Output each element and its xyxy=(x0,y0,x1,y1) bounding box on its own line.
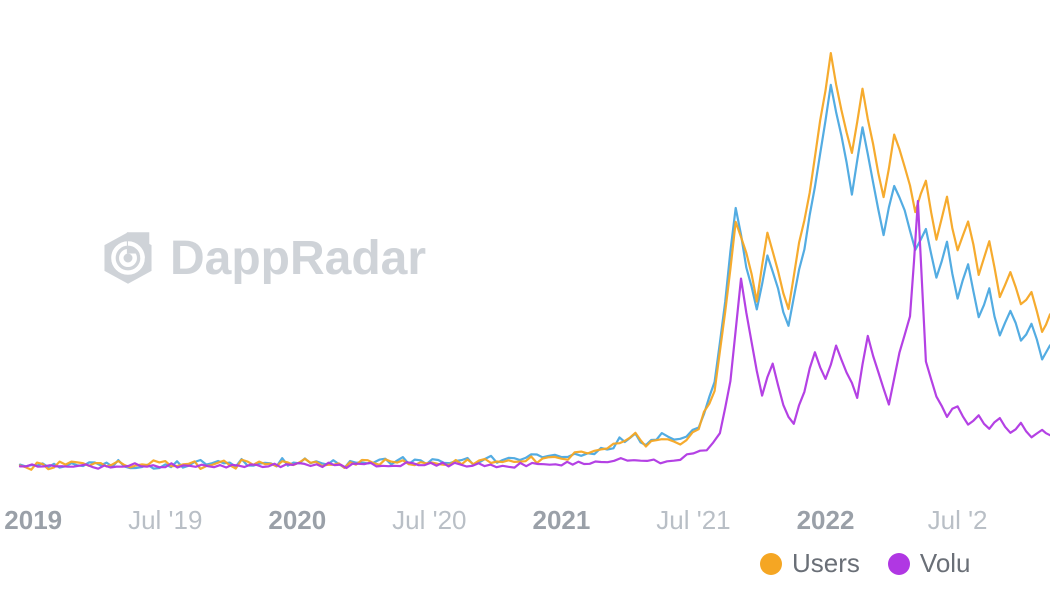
legend-dot-icon xyxy=(888,553,910,575)
legend-item-volume: Volu xyxy=(888,548,971,579)
legend: Users Volu xyxy=(760,548,971,579)
legend-dot-icon xyxy=(760,553,782,575)
series-volume xyxy=(20,201,1050,469)
x-tick-label: 2019 xyxy=(4,505,62,536)
x-tick-label: 2020 xyxy=(268,505,326,536)
x-tick-label: Jul '20 xyxy=(392,505,466,536)
legend-item-users: Users xyxy=(760,548,860,579)
legend-label: Volu xyxy=(920,548,971,579)
x-tick-label: Jul '2 xyxy=(928,505,988,536)
chart-container: DappRadar 2019Jul '192020Jul '202021Jul … xyxy=(0,0,1050,600)
legend-label: Users xyxy=(792,548,860,579)
series-users xyxy=(20,53,1050,470)
x-tick-label: Jul '21 xyxy=(656,505,730,536)
x-tick-label: Jul '19 xyxy=(128,505,202,536)
x-tick-label: 2021 xyxy=(532,505,590,536)
series-unnamed_blue xyxy=(20,85,1050,469)
x-tick-label: 2022 xyxy=(797,505,855,536)
